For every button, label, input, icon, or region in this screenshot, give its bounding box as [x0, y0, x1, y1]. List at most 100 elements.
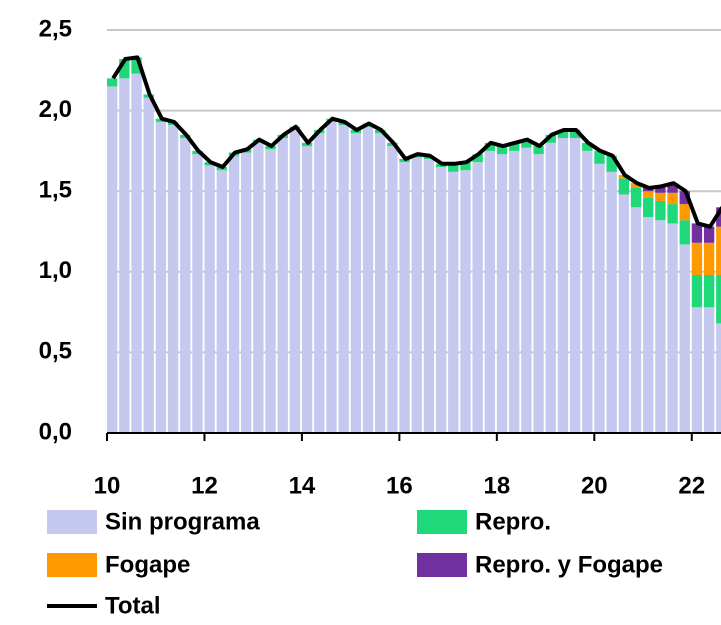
bar-segment: [216, 170, 227, 433]
bar-segment: [277, 138, 288, 433]
bar-segment: [716, 226, 721, 276]
bar-segment: [180, 138, 191, 433]
bar-segment: [107, 86, 118, 433]
legend-swatch: [417, 553, 467, 577]
x-tick-label: 10: [94, 472, 121, 499]
y-tick-label: 0,0: [39, 418, 72, 445]
bar-segment: [448, 171, 459, 433]
legend-label: Sin programa: [105, 508, 260, 535]
bar-segment: [655, 220, 666, 433]
x-tick-label: 22: [678, 472, 705, 499]
bar-segment: [716, 275, 721, 324]
bar-segment: [691, 223, 703, 243]
bar-segment: [679, 191, 690, 205]
bar-segment: [630, 207, 642, 433]
bar-segment: [594, 163, 605, 433]
legend: Sin programa Repro. Fogape Repro. y Fogape T…: [47, 508, 663, 619]
bar-segment: [375, 133, 386, 433]
bar-segment: [496, 146, 508, 155]
bar-segment: [228, 155, 240, 433]
bar-segment: [545, 134, 556, 143]
bar-segment: [569, 129, 581, 139]
bar-segment: [533, 154, 544, 433]
x-tick-label: 16: [386, 472, 413, 499]
bar-segment: [655, 186, 666, 193]
bar-segment: [484, 150, 496, 433]
legend-swatch: [417, 510, 467, 534]
bar-segment: [326, 121, 337, 433]
legend-label: Fogape: [105, 551, 190, 578]
legend-label: Repro.: [475, 508, 551, 535]
y-tick-label: 1,5: [39, 177, 72, 204]
bar-segment: [716, 323, 721, 433]
bar-segment: [716, 207, 721, 227]
bar-segment: [643, 216, 654, 433]
bar-segment: [411, 157, 422, 433]
legend-swatch: [47, 553, 97, 577]
bar-segment: [703, 307, 715, 433]
bar-segment: [643, 197, 654, 217]
bar-segment: [679, 244, 690, 433]
x-tick-label: 14: [289, 472, 316, 499]
legend-label: Total: [105, 592, 161, 619]
bar-segment: [667, 204, 678, 224]
bar-segment: [509, 150, 520, 433]
y-tick-label: 2,0: [39, 96, 72, 123]
bar-segment: [167, 125, 179, 433]
bar-segment: [460, 170, 471, 433]
bar-segment: [557, 129, 569, 139]
bar-segment: [119, 78, 130, 433]
bar-segment: [667, 192, 678, 205]
lines: [111, 55, 721, 229]
bar-segment: [557, 138, 569, 433]
bar-segment: [399, 162, 410, 433]
bar-segment: [582, 142, 593, 151]
bar-segment: [472, 162, 483, 433]
bar-segment: [667, 183, 678, 193]
bar-segment: [630, 183, 642, 188]
bar-segment: [691, 242, 703, 276]
bar-segment: [521, 147, 532, 433]
bar-segment: [606, 171, 617, 433]
bar-segment: [131, 73, 142, 433]
bar-segment: [435, 167, 447, 433]
bar-segment: [703, 275, 715, 308]
y-tick-label: 1,0: [39, 257, 72, 284]
bar-segment: [496, 154, 508, 433]
bar-segment: [289, 129, 301, 433]
bar-segment: [606, 155, 617, 172]
bar-segment: [204, 165, 215, 433]
bar-segment: [655, 200, 666, 221]
bar-segment: [241, 152, 252, 433]
bar-segment: [314, 133, 325, 433]
x-tick-label: 18: [483, 472, 510, 499]
bar-segment: [545, 142, 556, 433]
y-tick-label: 0,5: [39, 338, 72, 365]
axes: 0,0 0,5 1,0 1,5 2,0 2,5 10 12 14 16 18 20 22: [39, 15, 721, 499]
bar-segment: [618, 178, 630, 195]
bar-segment: [119, 59, 130, 79]
bar-segment: [350, 133, 362, 433]
bar-segment: [703, 226, 715, 243]
bar-segment: [192, 154, 203, 433]
bars: [107, 57, 721, 433]
bar-segment: [448, 163, 459, 172]
legend-label: Repro. y Fogape: [475, 551, 663, 578]
bar-segment: [703, 242, 715, 276]
x-tick-label: 12: [191, 472, 218, 499]
bar-segment: [679, 204, 690, 221]
bar-segment: [521, 139, 532, 148]
bar-segment: [509, 142, 520, 151]
bar-segment: [691, 275, 703, 308]
bar-segment: [569, 138, 581, 433]
bar-segment: [472, 154, 483, 163]
bar-segment: [655, 192, 666, 201]
bar-segment: [253, 142, 264, 433]
y-tick-label: 2,5: [39, 15, 72, 42]
bar-segment: [362, 126, 374, 433]
bar-segment: [301, 146, 313, 433]
bar-segment: [387, 146, 398, 433]
bar-segment: [107, 78, 118, 87]
x-tick-label: 20: [581, 472, 608, 499]
